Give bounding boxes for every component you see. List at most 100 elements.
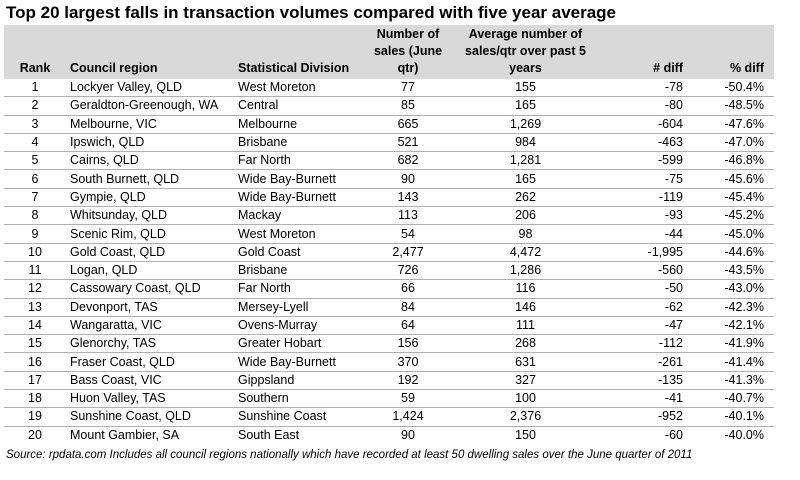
sales-cell: 521: [358, 132, 458, 152]
sales-cell: 726: [358, 260, 458, 280]
diff-cell: -41: [593, 389, 693, 408]
pct-diff-cell: -46.8%: [693, 151, 774, 170]
pct-diff-cell: -41.3%: [693, 370, 774, 390]
table-row: 15 Glenorchy, TAS Greater Hobart 156 268 -112…: [4, 334, 774, 353]
division-header: Statistical Division: [234, 25, 358, 79]
region-cell: Lockyer Valley, QLD: [70, 80, 183, 95]
table-row: 3 Melbourne, VIC Melbourne 665 1,269 -604 -47.…: [4, 114, 774, 134]
falls-table: Rank Council region Statistical Division…: [4, 25, 774, 444]
table-row: 7 Gympie, QLD Wide Bay-Burnett 143 262 -119 -4…: [4, 187, 774, 207]
rank-cell: 13: [4, 297, 66, 317]
division-cell: Central: [234, 96, 358, 116]
sales-cell: 54: [358, 224, 458, 244]
table-row: 17 Bass Coast, VIC Gippsland 192 327 -135 -41.…: [4, 370, 774, 390]
rank-cell: 17: [4, 370, 66, 390]
division-cell: Mersey-Lyell: [234, 297, 358, 317]
division-cell: Wide Bay-Burnett: [234, 187, 358, 207]
division-cell: South East: [234, 425, 358, 444]
table-row: 14 Wangaratta, VIC Ovens-Murray 64 111 -47 -42…: [4, 315, 774, 335]
pct-diff-cell: -47.6%: [693, 114, 774, 134]
pct-diff-cell: -45.0%: [693, 224, 774, 244]
diff-cell: -604: [593, 114, 693, 134]
sales-cell: 143: [358, 187, 458, 207]
average-cell: 150: [458, 425, 593, 444]
rank-cell: 6: [4, 169, 66, 189]
table-row: 2 Geraldton-Greenough, WA Central 85 165 -80-…: [4, 96, 774, 116]
rank-cell: 18: [4, 389, 66, 408]
average-cell: 1,269: [458, 114, 593, 134]
sales-cell: 1,424: [358, 407, 458, 427]
division-cell: Brisbane: [234, 132, 358, 152]
sales-cell: 682: [358, 151, 458, 170]
sales-cell: 2,477: [358, 242, 458, 262]
division-cell: Wide Bay-Burnett: [234, 169, 358, 189]
average-cell: 116: [458, 279, 593, 299]
rank-cell: 15: [4, 334, 66, 353]
region-cell: Gold Coast, QLD: [66, 242, 234, 262]
division-cell: Greater Hobart: [234, 334, 358, 353]
diff-cell: -75: [593, 169, 693, 189]
division-cell: Melbourne: [234, 114, 358, 134]
pct-diff-cell: -47.0%: [693, 132, 774, 152]
diff-cell: -135: [593, 370, 693, 390]
pct-diff-cell: -43.5%: [693, 260, 774, 280]
sales-cell: 90: [358, 425, 458, 444]
pct-diff-header: % diff: [693, 25, 774, 79]
diff-cell: -62: [593, 297, 693, 317]
region-cell: Devonport, TAS: [66, 297, 234, 317]
sales-cell: 665: [358, 114, 458, 134]
pct-diff-cell: -44.6%: [693, 242, 774, 262]
average-cell: 111: [458, 315, 593, 335]
pct-diff-cell: -48.5%: [693, 96, 774, 116]
diff-cell: -44: [593, 224, 693, 244]
division-cell: Southern: [234, 389, 358, 408]
region-cell: Gympie, QLD: [66, 187, 234, 207]
average-cell: 155: [515, 80, 536, 95]
table-row: 4 Ipswich, QLD Brisbane 521 984 -463 -47.0%: [4, 132, 774, 152]
region-cell: Whitsunday, QLD: [66, 206, 234, 225]
table-row: 10 Gold Coast, QLD Gold Coast 2,477 4,472 -1,…: [4, 242, 774, 262]
average-cell: 98: [458, 224, 593, 244]
division-cell: Brisbane: [234, 260, 358, 280]
average-cell: 2,376: [458, 407, 593, 427]
rank-cell: 8: [4, 206, 66, 225]
table-row: 1 Lockyer Valley, QLD West Moreton 77 155 -78…: [4, 79, 774, 97]
region-cell: Geraldton-Greenough, WA: [66, 96, 234, 116]
sales-cell: 64: [358, 315, 458, 335]
sales-cell: 85: [358, 96, 458, 116]
rank-cell: 2: [4, 96, 66, 116]
pct-diff-cell: -50.4%: [724, 80, 764, 95]
pct-diff-cell: -40.1%: [693, 407, 774, 427]
region-cell: Ipswich, QLD: [66, 132, 234, 152]
pct-diff-cell: -40.0%: [693, 425, 774, 444]
table-row: 9 Scenic Rim, QLD West Moreton 54 98 -44 -45.0…: [4, 224, 774, 244]
rank-cell: 20: [4, 425, 66, 444]
diff-cell: -560: [593, 260, 693, 280]
pct-diff-cell: -42.3%: [693, 297, 774, 317]
sales-cell: 192: [358, 370, 458, 390]
table-title: Top 20 largest falls in transaction volu…: [6, 3, 617, 22]
sales-cell: 113: [358, 206, 458, 225]
table-row: 16 Fraser Coast, QLD Wide Bay-Burnett 370 63…: [4, 352, 774, 372]
diff-cell: -50: [593, 279, 693, 299]
rank-cell: 3: [4, 114, 66, 134]
rank-cell: 1: [31, 80, 39, 95]
region-cell: Glenorchy, TAS: [66, 334, 234, 353]
rank-cell: 11: [4, 260, 66, 280]
region-cell: Scenic Rim, QLD: [66, 224, 234, 244]
sales-cell: 84: [358, 297, 458, 317]
header-row: Rank Council region Statistical Division…: [4, 25, 774, 79]
average-cell: 1,281: [458, 151, 593, 170]
diff-cell: -112: [593, 334, 693, 353]
division-cell: West Moreton: [238, 80, 316, 95]
table-row: 20 Mount Gambier, SA South East 90 150 -60 -40…: [4, 425, 774, 444]
division-cell: Sunshine Coast: [234, 407, 358, 427]
division-cell: Gold Coast: [234, 242, 358, 262]
rank-cell: 12: [4, 279, 66, 299]
average-cell: 262: [458, 187, 593, 207]
rank-cell: 4: [4, 132, 66, 152]
pct-diff-cell: -45.2%: [693, 206, 774, 225]
sales-header: Number of sales (June qtr): [358, 25, 458, 79]
table-body: 1 Lockyer Valley, QLD West Moreton 77 155 -78…: [4, 79, 774, 444]
diff-cell: -60: [593, 425, 693, 444]
